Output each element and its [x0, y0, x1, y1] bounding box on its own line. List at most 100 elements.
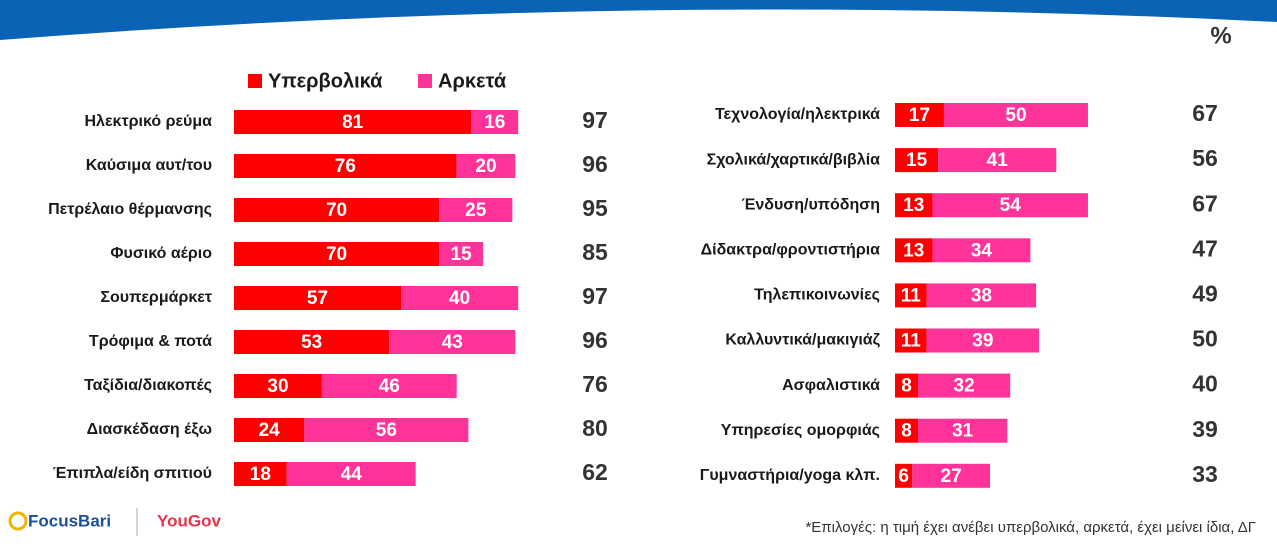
- value-label: 50: [1005, 105, 1026, 126]
- category-label: Σουπερμάρκετ: [100, 289, 212, 306]
- value-label: 53: [301, 332, 322, 353]
- unit-label: %: [1210, 22, 1231, 49]
- total-label: 47: [1192, 235, 1218, 261]
- footnote: *Επιλογές: η τιμή έχει ανέβει υπερβολικά…: [805, 519, 1256, 536]
- value-label: 15: [451, 244, 473, 265]
- value-label: 25: [465, 200, 487, 221]
- logo-icon: [8, 511, 28, 531]
- bar-segment: [932, 238, 1031, 263]
- legend-swatch: [248, 74, 262, 88]
- value-label: 39: [972, 331, 993, 352]
- category-label: Τηλεπικοινωνίες: [754, 287, 880, 304]
- bar-segment: [895, 193, 933, 218]
- bar-segment: [895, 373, 919, 398]
- bar-segment: [439, 198, 513, 222]
- value-label: 57: [307, 288, 328, 309]
- bar-segment: [401, 286, 519, 310]
- value-label: 24: [259, 420, 281, 441]
- total-label: 80: [582, 415, 608, 441]
- logo: YouGov: [157, 511, 221, 530]
- total-label: 76: [582, 371, 608, 397]
- value-label: 20: [475, 156, 496, 177]
- category-label: Σχολικά/χαρτικά/βιβλία: [707, 151, 881, 168]
- bar-segment: [304, 418, 469, 442]
- value-label: 46: [379, 376, 400, 397]
- bar-segment: [912, 463, 991, 488]
- bar-segment: [895, 148, 939, 173]
- total-label: 96: [582, 151, 608, 177]
- value-label: 11: [901, 285, 922, 306]
- value-label: 56: [376, 420, 397, 441]
- category-label: Φυσικό αέριο: [110, 245, 212, 262]
- bar-segment: [895, 283, 927, 308]
- value-label: 8: [901, 376, 912, 397]
- value-label: 44: [341, 464, 363, 485]
- bar-segment: [471, 110, 519, 134]
- value-label: 70: [326, 244, 347, 265]
- value-label: 15: [906, 150, 928, 171]
- total-label: 96: [582, 327, 608, 353]
- bar-segment: [321, 374, 457, 398]
- category-label: Έπιπλα/είδη σπιτιού: [53, 465, 212, 482]
- bar-segment: [234, 286, 402, 310]
- category-label: Ένδυση/υπόδηση: [742, 196, 880, 213]
- total-label: 40: [1192, 371, 1218, 397]
- bar-segment: [234, 154, 457, 178]
- category-label: Διασκέδαση έξω: [87, 421, 212, 438]
- total-label: 49: [1192, 280, 1218, 306]
- value-label: 76: [335, 156, 356, 177]
- value-label: 6: [898, 466, 909, 487]
- value-label: 41: [987, 150, 1009, 171]
- value-label: 18: [250, 464, 271, 485]
- value-label: 27: [941, 466, 962, 487]
- bar-segment: [389, 330, 516, 354]
- total-label: 95: [582, 195, 608, 221]
- bar-segment: [234, 462, 287, 486]
- legend-label: Υπερβολικά: [268, 70, 383, 92]
- category-label: Υπηρεσίες ομορφιάς: [721, 422, 880, 439]
- total-label: 62: [582, 459, 608, 485]
- total-label: 67: [1192, 190, 1218, 216]
- category-label: Ταξίδια/διακοπές: [84, 377, 212, 394]
- category-label: Ηλεκτρικό ρεύμα: [85, 113, 213, 130]
- bar-segment: [234, 418, 305, 442]
- bar-segment: [234, 330, 390, 354]
- total-label: 97: [582, 107, 608, 133]
- value-label: 40: [449, 288, 470, 309]
- logo: FocusBari: [28, 511, 111, 530]
- bar-segment: [234, 374, 322, 398]
- category-label: Ασφαλιστικά: [782, 377, 880, 394]
- bar-segment: [234, 198, 440, 222]
- category-label: Καλλυντικά/μακιγιάζ: [725, 332, 880, 349]
- bar-segment: [918, 418, 1008, 443]
- value-label: 43: [442, 332, 463, 353]
- bar-segment: [926, 328, 1039, 353]
- bar-segment: [286, 462, 416, 486]
- bar-segment: [439, 242, 484, 266]
- total-label: 67: [1192, 100, 1218, 126]
- value-label: 32: [954, 376, 975, 397]
- bar-segment: [895, 238, 933, 263]
- value-label: 34: [971, 240, 993, 261]
- bar-segment: [943, 103, 1088, 127]
- bar-segment: [932, 193, 1088, 218]
- total-label: 56: [1192, 145, 1218, 171]
- header-band: [0, 0, 1277, 40]
- value-label: 54: [1000, 195, 1022, 216]
- value-label: 13: [903, 240, 924, 261]
- bar-segment: [918, 373, 1011, 398]
- total-label: 33: [1192, 461, 1218, 487]
- total-label: 50: [1192, 326, 1218, 352]
- value-label: 17: [909, 105, 930, 126]
- bar-segment: [895, 463, 913, 488]
- value-label: 81: [342, 112, 364, 133]
- legend-swatch: [418, 74, 432, 88]
- bar-segment: [926, 283, 1037, 308]
- value-label: 38: [971, 285, 992, 306]
- category-label: Τεχνολογία/ηλεκτρικά: [715, 106, 880, 123]
- value-label: 13: [903, 195, 924, 216]
- category-label: Δίδακτρα/φροντιστήρια: [701, 242, 881, 259]
- value-label: 8: [901, 421, 912, 442]
- value-label: 16: [484, 112, 505, 133]
